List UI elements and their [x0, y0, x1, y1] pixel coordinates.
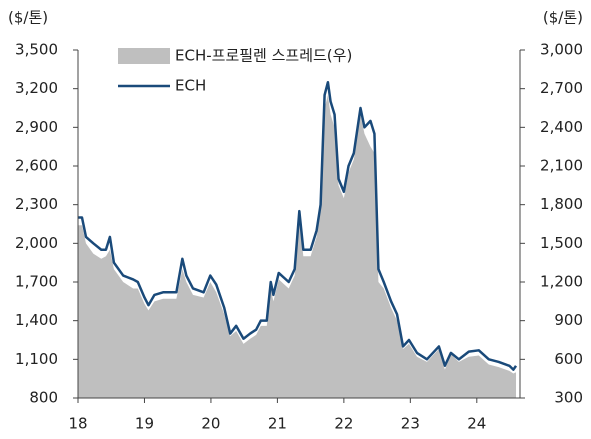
x-tick-label: 19: [135, 415, 154, 433]
y2-tick-label: 3,000: [540, 41, 583, 59]
y2-tick-label: 900: [554, 311, 583, 329]
y-tick-label: 1,400: [15, 311, 58, 329]
y-tick-label: 2,900: [15, 118, 58, 136]
y-tick-label: 1,700: [15, 273, 58, 291]
y2-tick-label: 1,800: [540, 195, 583, 213]
y2-axis-label: ($/톤): [543, 9, 583, 27]
y-tick-label: 800: [29, 389, 58, 407]
x-tick-label: 21: [268, 415, 287, 433]
y-tick-label: 1,100: [15, 350, 58, 368]
y-tick-label: 2,600: [15, 157, 58, 175]
y-tick-label: 2,000: [15, 234, 58, 252]
x-tick-label: 18: [68, 415, 87, 433]
y2-tick-label: 300: [554, 389, 583, 407]
x-tick-label: 24: [467, 415, 486, 433]
y-tick-label: 3,500: [15, 41, 58, 59]
y-axis-label: ($/톤): [8, 9, 48, 27]
y2-tick-label: 1,500: [540, 234, 583, 252]
line: [78, 80, 518, 371]
x-tick-label: 23: [401, 415, 420, 433]
y2-tick-label: 1,200: [540, 273, 583, 291]
legend-swatch: [118, 48, 170, 64]
y2-tick-label: 2,400: [540, 118, 583, 136]
x-tick-label: 22: [334, 415, 353, 433]
x-tick-label: 20: [201, 415, 220, 433]
y2-tick-label: 2,100: [540, 157, 583, 175]
legend-label: ECH: [175, 77, 206, 95]
y-tick-label: 2,300: [15, 195, 58, 213]
y2-tick-label: 600: [554, 350, 583, 368]
legend-label: ECH-프로필렌 스프레드(우): [175, 47, 352, 65]
y-tick-label: 3,200: [15, 79, 58, 97]
y2-tick-label: 2,700: [540, 79, 583, 97]
